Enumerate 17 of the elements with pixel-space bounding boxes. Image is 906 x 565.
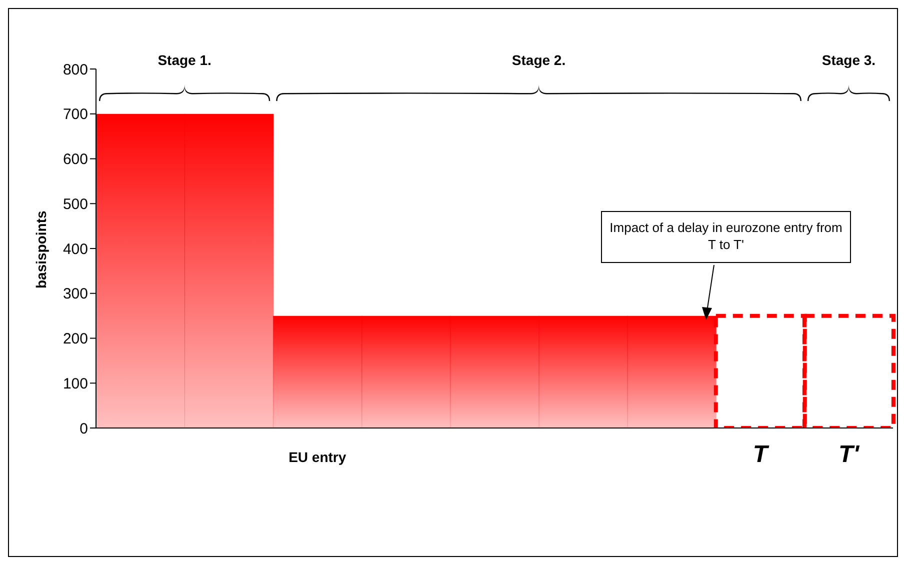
y-tick-label: 800 <box>62 61 88 78</box>
x-tick-label: T' <box>838 441 860 468</box>
text: Stage 1. <box>158 52 212 68</box>
y-tick-label: 100 <box>62 375 88 392</box>
text: Stage 2. <box>512 52 566 68</box>
y-tick-label: 0 <box>80 420 88 438</box>
x-tick-label: T <box>752 441 770 468</box>
text: Stage 3. <box>822 52 876 68</box>
y-tick-label: 700 <box>62 106 88 124</box>
y-tick-label: 500 <box>62 196 88 213</box>
y-tick-label: 400 <box>62 240 88 258</box>
y-tick-label: 300 <box>62 286 88 303</box>
x-tick-label: EU entry <box>288 449 346 465</box>
annotation: Impact of a delay in eurozone entry from T to T' <box>601 211 851 263</box>
y-tick-label: 200 <box>62 330 88 348</box>
y-tick-label: 600 <box>62 151 88 168</box>
y-axis-title: basispoints <box>32 210 49 288</box>
